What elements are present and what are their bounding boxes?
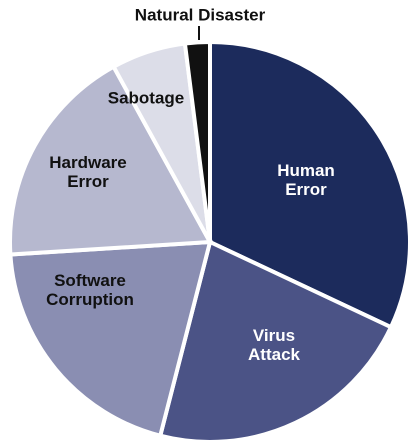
slice (208, 39, 411, 330)
slice-label: Human Error (277, 161, 335, 199)
slice-label: Hardware Error (49, 153, 127, 191)
slice (8, 64, 214, 257)
slice-label: Virus Attack (248, 326, 300, 364)
slice-label: Natural Disaster (134, 5, 266, 25)
slice (8, 239, 213, 439)
slice (182, 39, 212, 243)
slice (157, 239, 394, 444)
slice-label: Sabotage (107, 88, 185, 108)
slice-label: Software Corruption (46, 271, 134, 309)
